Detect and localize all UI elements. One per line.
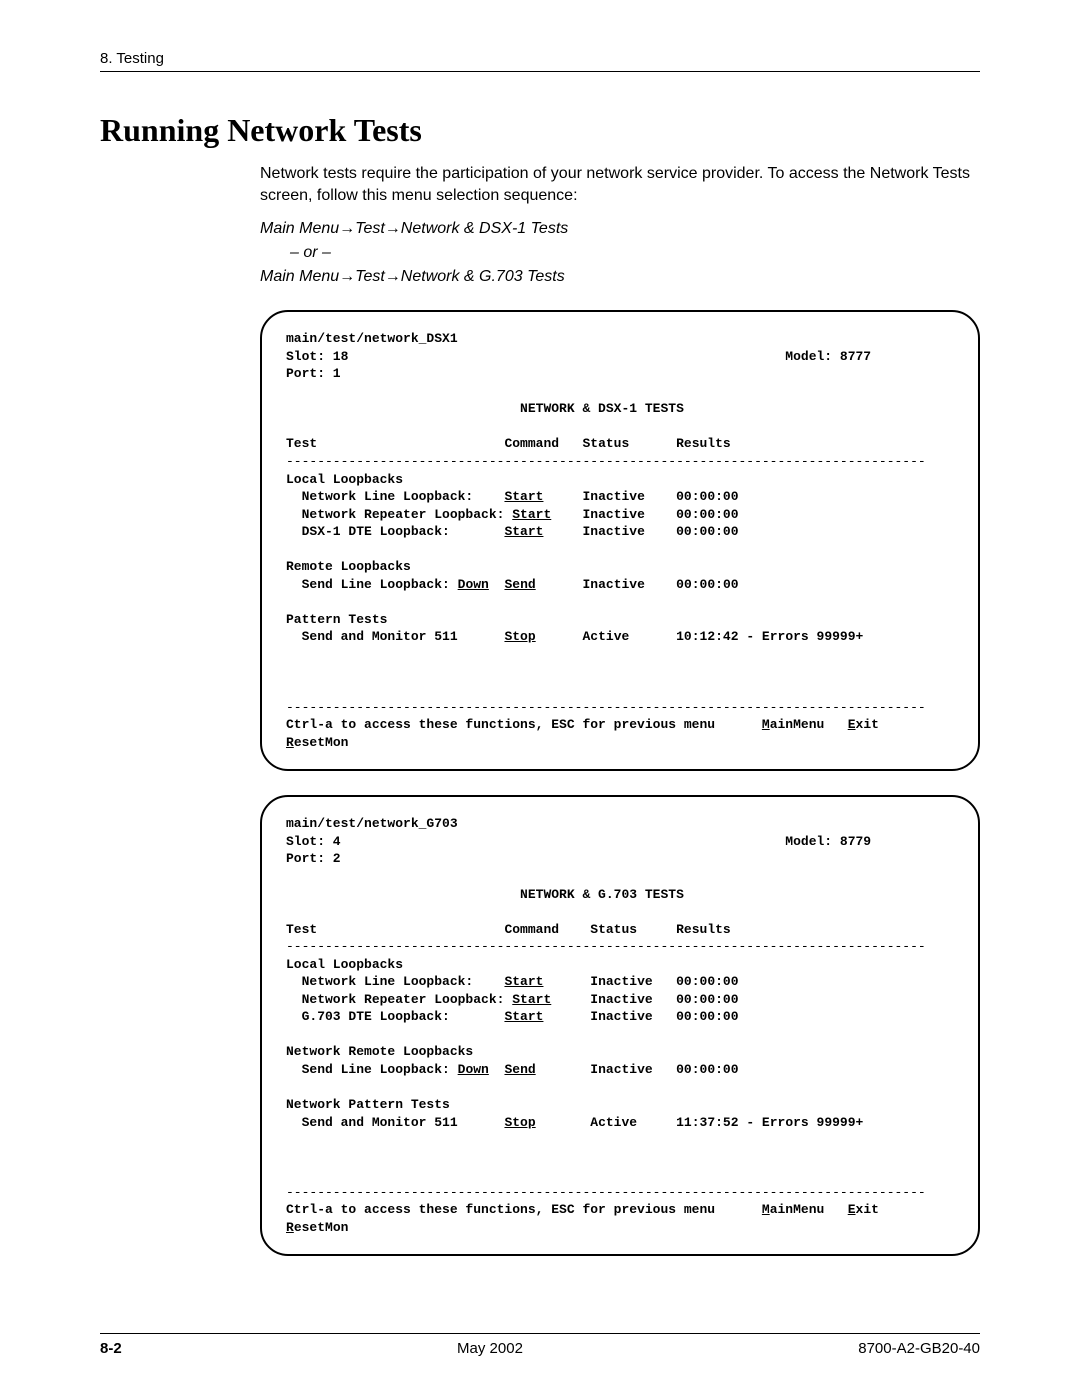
t2-nrl-cmd[interactable]: Start (512, 992, 551, 1007)
t1-pat-status: Active (582, 629, 629, 644)
t2-col-cmd: Command (504, 922, 559, 937)
t2-port: Port: 2 (286, 851, 341, 866)
or-label: – or – (290, 244, 980, 262)
t2-sec-local: Local Loopbacks (286, 957, 403, 972)
t2-help: Ctrl-a to access these functions, ESC fo… (286, 1202, 715, 1217)
t1-nll-status: Inactive (582, 489, 644, 504)
t2-nll-label: Network Line Loopback: (286, 974, 473, 989)
t2-sll-res: 00:00:00 (676, 1062, 738, 1077)
t2-hr2: ----------------------------------------… (286, 1185, 926, 1200)
t1-nrl-res: 00:00:00 (676, 507, 738, 522)
t2-col-test: Test (286, 922, 317, 937)
t2-nll-cmd[interactable]: Start (504, 974, 543, 989)
t2-sec-remote: Network Remote Loopbacks (286, 1044, 473, 1059)
t1-resetmon-u[interactable]: R (286, 735, 294, 750)
t1-sll-res: 00:00:00 (676, 577, 738, 592)
t1-pat-res: 10:12:42 - Errors 99999+ (676, 629, 863, 644)
page: 8. Testing Running Network Tests Network… (0, 0, 1080, 1397)
t1-path: main/test/network_DSX1 (286, 331, 458, 346)
t1-pat-label: Send and Monitor 511 (286, 629, 458, 644)
menu-path-2: Main Menu→Test→Network & G.703 Tests (260, 268, 980, 286)
t2-col-results: Results (676, 922, 731, 937)
t1-pat-cmd[interactable]: Stop (504, 629, 535, 644)
t1-nll-label: Network Line Loopback: (286, 489, 473, 504)
page-number: 8-2 (100, 1340, 122, 1357)
t1-hr1: ----------------------------------------… (286, 454, 926, 469)
t1-help: Ctrl-a to access these functions, ESC fo… (286, 717, 715, 732)
t1-mainmenu-u[interactable]: M (762, 717, 770, 732)
t1-nll-res: 00:00:00 (676, 489, 738, 504)
t1-sec-local: Local Loopbacks (286, 472, 403, 487)
t2-dte-label: G.703 DTE Loopback: (286, 1009, 450, 1024)
t1-exit-u[interactable]: E (848, 717, 856, 732)
t2-nrl-label: Network Repeater Loopback: (286, 992, 504, 1007)
terminal-dsx1: main/test/network_DSX1 Slot: 18 Model: 8… (260, 310, 980, 771)
t1-sll-dir[interactable]: Down (458, 577, 489, 592)
chapter-label: 8. Testing (100, 50, 164, 67)
t2-mainmenu-r[interactable]: ainMenu (770, 1202, 825, 1217)
t1-col-status: Status (582, 436, 629, 451)
t1-hr2: ----------------------------------------… (286, 700, 926, 715)
t1-col-results: Results (676, 436, 731, 451)
t2-title: NETWORK & G.703 TESTS (520, 887, 684, 902)
section-title: Running Network Tests (100, 112, 980, 149)
t1-nrl-status: Inactive (582, 507, 644, 522)
t2-sll-cmd[interactable]: Send (504, 1062, 535, 1077)
t2-model: Model: 8779 (785, 834, 871, 849)
t2-pat-cmd[interactable]: Stop (504, 1115, 535, 1130)
menu-path-1: Main Menu→Test→Network & DSX-1 Tests (260, 220, 980, 238)
t2-dte-cmd[interactable]: Start (504, 1009, 543, 1024)
t2-nrl-status: Inactive (590, 992, 652, 1007)
t1-sll-status: Inactive (583, 577, 645, 592)
t2-exit-r[interactable]: xit (856, 1202, 879, 1217)
t1-sll-cmd[interactable]: Send (504, 577, 535, 592)
t2-path: main/test/network_G703 (286, 816, 458, 831)
terminal-g703: main/test/network_G703 Slot: 4 Model: 87… (260, 795, 980, 1256)
t1-sll-label: Send Line Loopback: (286, 577, 450, 592)
t2-nll-status: Inactive (590, 974, 652, 989)
t1-dte-res: 00:00:00 (676, 524, 738, 539)
t1-nrl-label: Network Repeater Loopback: (286, 507, 504, 522)
t2-sec-pattern: Network Pattern Tests (286, 1097, 450, 1112)
t2-resetmon-u[interactable]: R (286, 1220, 294, 1235)
footer-date: May 2002 (457, 1340, 523, 1357)
t1-dte-label: DSX-1 DTE Loopback: (286, 524, 450, 539)
t2-dte-res: 00:00:00 (676, 1009, 738, 1024)
t1-slot: Slot: 18 (286, 349, 348, 364)
t2-exit-u[interactable]: E (848, 1202, 856, 1217)
t2-dte-status: Inactive (590, 1009, 652, 1024)
t1-exit-r[interactable]: xit (856, 717, 879, 732)
t1-sec-pattern: Pattern Tests (286, 612, 387, 627)
t2-sll-dir[interactable]: Down (458, 1062, 489, 1077)
t2-sll-status: Inactive (590, 1062, 652, 1077)
t2-pat-status: Active (590, 1115, 637, 1130)
intro-paragraph: Network tests require the participation … (260, 163, 980, 206)
t2-sll-label: Send Line Loopback: (286, 1062, 450, 1077)
t1-nll-cmd[interactable]: Start (504, 489, 543, 504)
t2-hr1: ----------------------------------------… (286, 939, 926, 954)
t1-nrl-cmd[interactable]: Start (512, 507, 551, 522)
t2-resetmon-r[interactable]: esetMon (294, 1220, 349, 1235)
t2-pat-res: 11:37:52 - Errors 99999+ (676, 1115, 863, 1130)
t1-sec-remote: Remote Loopbacks (286, 559, 411, 574)
t2-col-status: Status (590, 922, 637, 937)
body: Network tests require the participation … (260, 163, 980, 1256)
t1-dte-cmd[interactable]: Start (504, 524, 543, 539)
t2-nll-res: 00:00:00 (676, 974, 738, 989)
t1-dte-status: Inactive (582, 524, 644, 539)
t2-pat-label: Send and Monitor 511 (286, 1115, 458, 1130)
t1-col-cmd: Command (504, 436, 559, 451)
t2-nrl-res: 00:00:00 (676, 992, 738, 1007)
t1-port: Port: 1 (286, 366, 341, 381)
page-header: 8. Testing (100, 50, 980, 72)
page-footer: 8-2 May 2002 8700-A2-GB20-40 (100, 1333, 980, 1357)
t1-model: Model: 8777 (785, 349, 871, 364)
t2-mainmenu-u[interactable]: M (762, 1202, 770, 1217)
t2-slot: Slot: 4 (286, 834, 341, 849)
t1-col-test: Test (286, 436, 317, 451)
t1-mainmenu-r[interactable]: ainMenu (770, 717, 825, 732)
t1-resetmon-r[interactable]: esetMon (294, 735, 349, 750)
footer-docnum: 8700-A2-GB20-40 (858, 1340, 980, 1357)
t1-title: NETWORK & DSX-1 TESTS (520, 401, 684, 416)
